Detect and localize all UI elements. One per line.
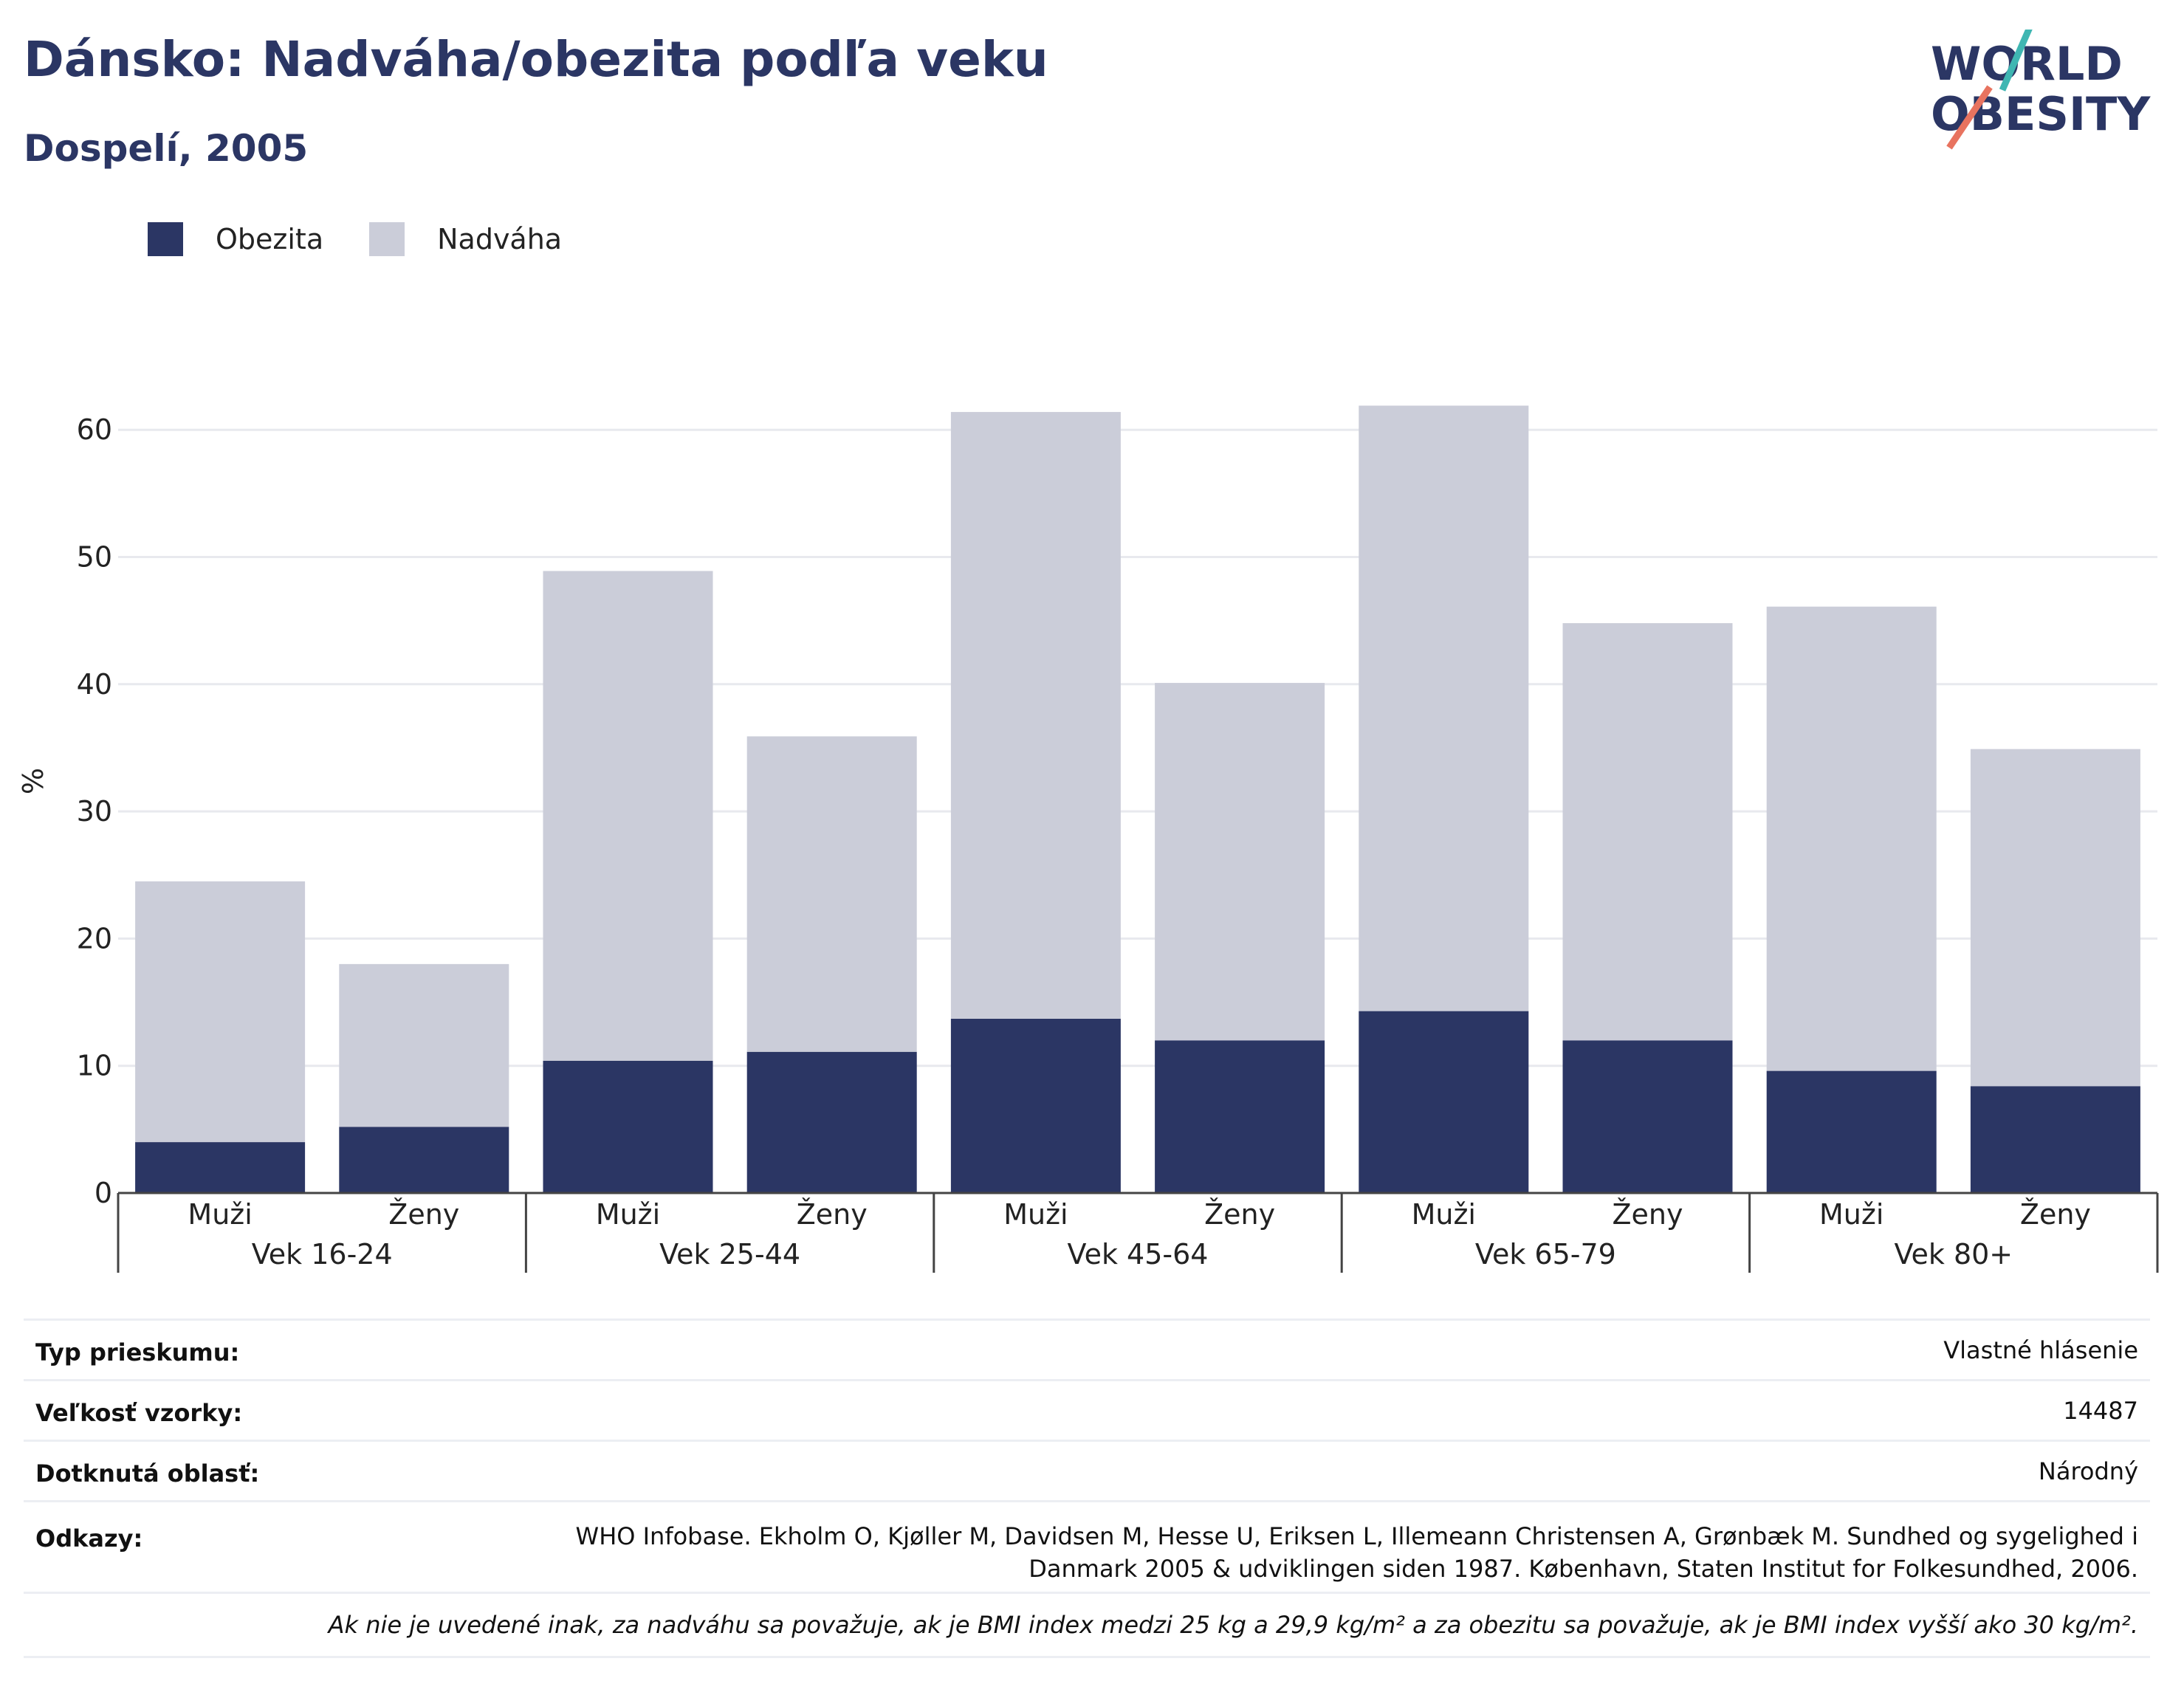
x-tick-label-sex: Muži — [1412, 1198, 1476, 1231]
bar-segment-obesity — [1562, 1040, 1733, 1193]
x-group-label: Vek 25-44 — [659, 1238, 800, 1271]
y-tick-label: 20 — [77, 922, 112, 955]
bar-segment-overweight — [1766, 606, 1937, 1071]
bar-segment-overweight — [746, 736, 917, 1052]
info-key-references: Odkazy: — [35, 1524, 143, 1553]
x-group-label: Vek 45-64 — [1068, 1238, 1209, 1271]
x-tick-label-sex: Ženy — [1613, 1198, 1683, 1231]
x-tick-label-sex: Muži — [1003, 1198, 1068, 1231]
bar-segment-obesity — [135, 1142, 306, 1193]
x-tick-label-sex: Ženy — [2020, 1198, 2091, 1231]
bar-segment-obesity — [950, 1018, 1121, 1193]
info-row-survey-type: Typ prieskumu: Vlastné hlásenie — [24, 1318, 2150, 1381]
x-group-label: Vek 16-24 — [252, 1238, 393, 1271]
bar-segment-obesity — [1155, 1040, 1325, 1193]
info-value-sample-size: 14487 — [2063, 1397, 2138, 1425]
info-value-references-line2: Danmark 2005 & udviklingen siden 1987. K… — [1029, 1555, 2138, 1583]
stacked-bar-chart: 0 10 20 30 40 50 60% Muži Ženy Muži Ženy Muži Ženy Mu… — [17, 405, 2159, 1273]
info-row-footnote: Ak nie je uvedené inak, za nadváhu sa po… — [24, 1592, 2150, 1658]
x-tick-label-sex: Muži — [596, 1198, 660, 1231]
bar-segment-overweight — [1562, 623, 1733, 1041]
info-footnote: Ak nie je uvedené inak, za nadváhu sa po… — [328, 1611, 2138, 1639]
bar-segment-overweight — [543, 571, 713, 1061]
info-key-sample-size: Veľkosť vzorky: — [35, 1399, 243, 1427]
x-group-label: Vek 65-79 — [1475, 1238, 1616, 1271]
y-tick-label: 50 — [77, 541, 112, 574]
bar-segment-overweight — [1970, 749, 2140, 1087]
logo-line1: WORLD — [1931, 37, 2123, 91]
info-row-sample-size: Veľkosť vzorky: 14487 — [24, 1379, 2150, 1442]
info-value-survey-type: Vlastné hlásenie — [1943, 1336, 2138, 1364]
info-row-area: Dotknutá oblasť: Národný — [24, 1440, 2150, 1502]
bar-segment-obesity — [1359, 1011, 1529, 1193]
y-tick-label: 40 — [77, 668, 112, 701]
legend-label-overweight: Nadváha — [437, 223, 563, 255]
legend-label-obesity: Obezita — [216, 223, 324, 255]
legend-swatch-obesity — [148, 222, 183, 256]
x-tick-label-sex: Ženy — [797, 1198, 868, 1231]
info-row-references: Odkazy: WHO Infobase. Ekholm O, Kjøller … — [24, 1500, 2150, 1594]
y-tick-label: 30 — [77, 795, 112, 828]
x-tick-label-sex: Ženy — [1204, 1198, 1275, 1231]
bar-segment-obesity — [543, 1060, 713, 1193]
legend-item-overweight: Nadváha — [369, 222, 608, 256]
bar-segment-obesity — [1766, 1070, 1937, 1193]
logo-coral-slash — [1946, 85, 1993, 150]
x-tick-label-sex: Muži — [1819, 1198, 1883, 1231]
x-group-label: Vek 80+ — [1894, 1238, 2013, 1271]
chart-title: Dánsko: Nadváha/obezita podľa veku — [24, 31, 1048, 88]
logo-teal-slash — [1999, 24, 2034, 92]
info-key-survey-type: Typ prieskumu: — [35, 1338, 240, 1366]
logo-line2: OBESITY — [1931, 87, 2151, 141]
y-axis-label: % — [17, 768, 49, 794]
bar-segment-overweight — [135, 881, 306, 1143]
x-tick-label-sex: Muži — [188, 1198, 252, 1231]
info-value-area: Národný — [2038, 1457, 2138, 1485]
y-tick-label: 0 — [95, 1177, 112, 1209]
legend-swatch-overweight — [369, 222, 405, 256]
bar-segment-overweight — [1359, 405, 1529, 1011]
bar-segment-obesity — [1970, 1086, 2140, 1193]
bar-segment-overweight — [339, 963, 509, 1127]
x-tick-label-sex: Ženy — [388, 1198, 459, 1231]
logo-graphic: WORLD OBESITY — [1931, 24, 2151, 150]
legend: Obezita Nadváha — [148, 219, 608, 260]
bar-segment-obesity — [339, 1127, 509, 1193]
chart-subtitle: Dospelí, 2005 — [24, 127, 309, 170]
y-tick-label: 10 — [77, 1050, 112, 1082]
bar-segment-overweight — [1155, 683, 1325, 1041]
bar-segment-overweight — [950, 412, 1121, 1019]
world-obesity-logo: WORLD OBESITY — [1920, 24, 2163, 162]
info-value-references-line1: WHO Infobase. Ekholm O, Kjøller M, David… — [575, 1522, 2138, 1550]
bar-segment-obesity — [746, 1051, 917, 1193]
y-tick-label: 60 — [77, 413, 112, 446]
info-key-area: Dotknutá oblasť: — [35, 1460, 260, 1488]
legend-item-obesity: Obezita — [148, 222, 369, 256]
